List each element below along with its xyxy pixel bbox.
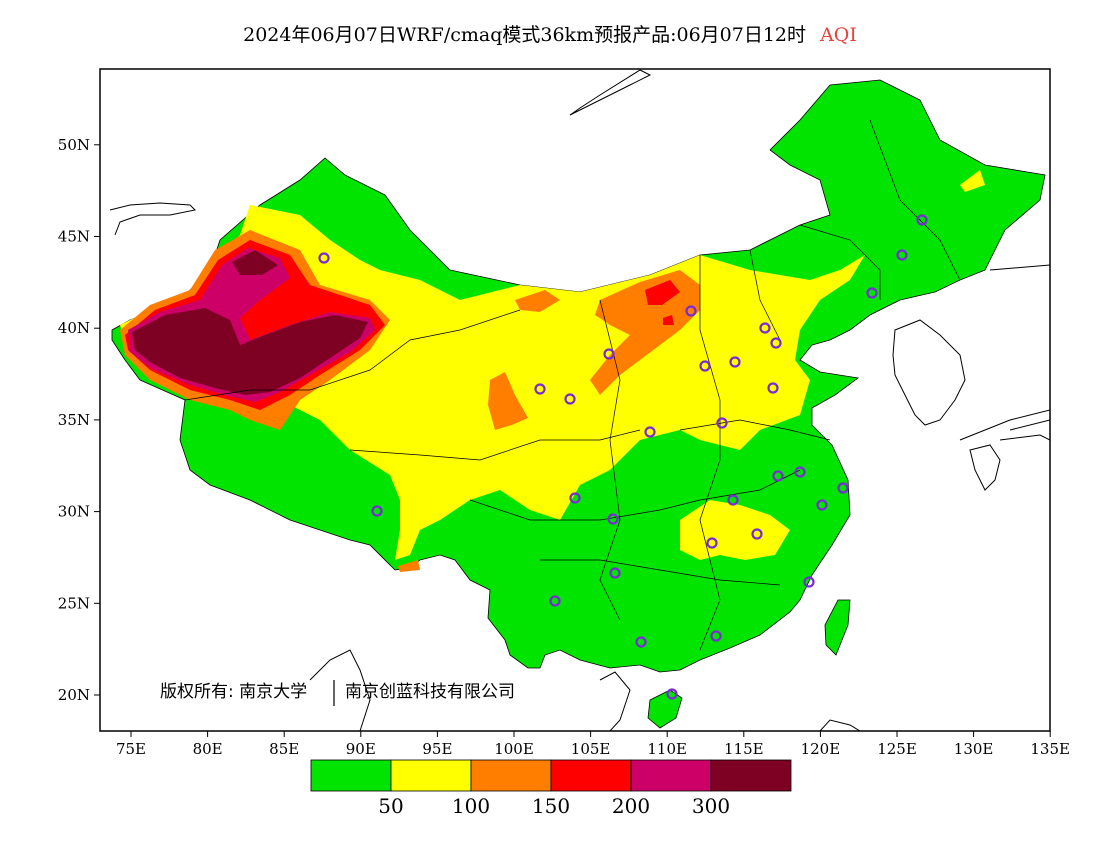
city-marker [772,470,784,482]
city-marker [569,492,581,504]
city-markers [318,214,928,700]
colorbar-swatch [310,759,392,792]
colorbar-label: 50 [378,794,403,818]
city-marker [371,505,383,517]
city-marker [666,688,678,700]
aqi-colorbar: 50 100 150 200 300 [310,759,792,818]
lon-label: 100E [494,740,534,758]
aqi-zone-usg-gansu [488,372,528,430]
aqi-zone-usg-north [590,270,700,395]
city-marker [716,417,728,429]
lat-label: 30N [58,503,90,521]
lon-label: 80E [193,740,223,758]
colorbar-label: 300 [692,794,730,818]
lat-label: 45N [58,228,90,246]
lon-label: 75E [116,740,146,758]
city-marker [549,595,561,607]
city-marker [564,393,576,405]
lat-label: 50N [58,136,90,154]
lat-label: 35N [58,411,90,429]
city-marker [710,630,722,642]
colorbar-label: 200 [612,794,650,818]
colorbar-swatch [550,759,632,792]
city-marker [751,528,763,540]
colorbar-swatch [390,759,472,792]
city-marker [816,499,828,511]
lat-label: 20N [58,686,90,704]
lon-label: 85E [269,740,299,758]
map-axes: 75E 80E 85E 90E 95E 100E 105E 110E 115E 120E 125E 1… [58,136,1070,758]
lon-label: 130E [954,740,994,758]
lon-label: 95E [422,740,452,758]
city-marker [896,249,908,261]
city-marker [607,513,619,525]
taiwan-island [824,599,851,656]
city-marker [803,576,815,588]
aqi-zone-unhealthy-north [645,280,680,305]
lon-label: 105E [571,740,611,758]
city-marker [866,287,878,299]
city-marker [916,214,928,226]
lat-label: 25N [58,594,90,612]
neighbor-coastlines [109,69,1050,731]
lon-label: 125E [877,740,917,758]
city-marker [837,482,849,494]
copyright-text-2: 南京创蓝科技有限公司 [345,682,515,702]
city-marker [534,383,546,395]
colorbar-swatch [710,759,792,792]
product-title: 2024年06月07日WRF/cmaq模式36km预报产品:06月07日12时 [243,24,807,46]
city-marker [729,356,741,368]
colorbar-label: 100 [452,794,490,818]
variable-name: AQI [820,24,857,46]
aqi-zone-moderate-ne [960,170,985,192]
aqi-zone-hazardous-north [232,250,278,275]
city-marker [794,466,806,478]
lat-label: 40N [58,319,90,337]
aqi-zone-usg-tibet [398,560,420,572]
city-marker [318,252,330,264]
copyright-text: 版权所有: 南京大学 [160,682,307,702]
map-frame [99,68,1051,732]
aqi-zone-hazardous [132,308,368,395]
map-area [109,69,1050,731]
city-marker [603,348,615,360]
aqi-zone-usg-small [515,290,560,312]
aqi-zone-unhealthy-small [663,315,674,325]
city-marker [635,636,647,648]
province-boundaries [184,119,961,651]
city-marker [759,322,771,334]
city-marker [727,494,739,506]
colorbar-swatch [630,759,712,792]
city-marker [767,382,779,394]
lon-label: 120E [801,740,841,758]
city-marker [770,337,782,349]
lon-label: 90E [346,740,376,758]
lon-label: 135E [1030,740,1070,758]
lon-label: 110E [647,740,687,758]
chart-title: 2024年06月07日WRF/cmaq模式36km预报产品:06月07日12时 … [0,20,1100,47]
colorbar-label: 150 [532,794,570,818]
city-marker [699,360,711,372]
city-marker [685,305,697,317]
colorbar-swatch [470,759,552,792]
city-marker [644,426,656,438]
city-marker [609,567,621,579]
lon-label: 115E [724,740,764,758]
city-marker [706,537,718,549]
